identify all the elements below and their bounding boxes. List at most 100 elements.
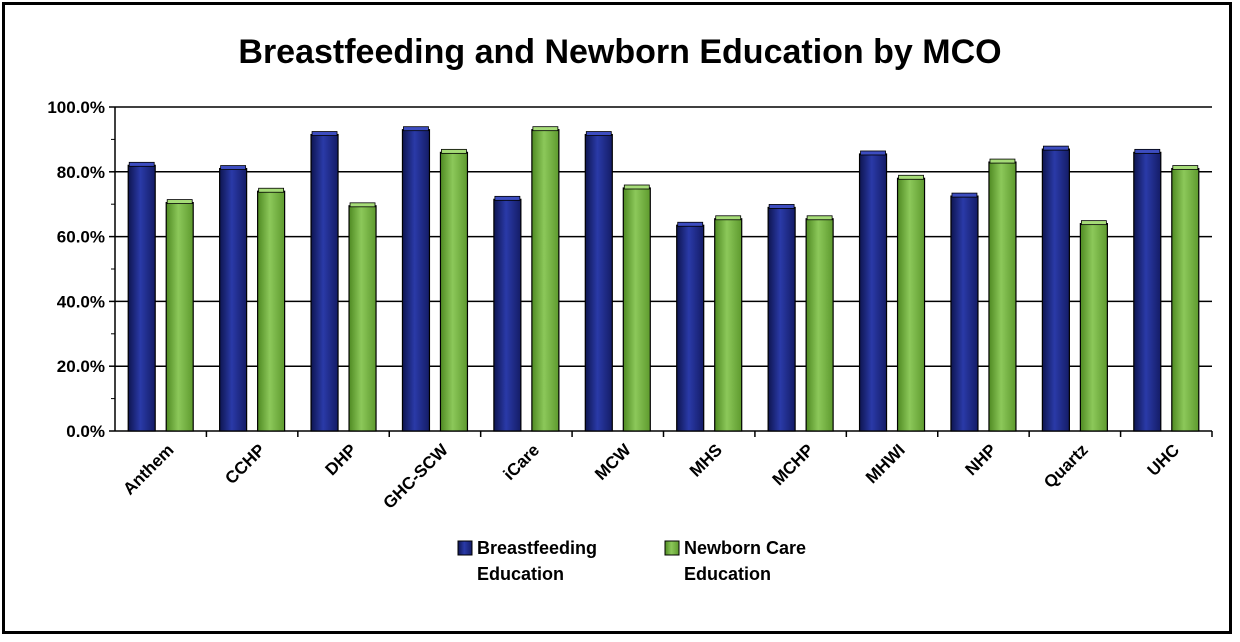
breastfeeding-education-bar: [858, 150, 888, 432]
y-tick-label: 100.0%: [47, 98, 105, 117]
newborn-care-education-bar: [257, 187, 286, 432]
x-category-label: CCHP: [221, 440, 268, 487]
newborn-care-education-bar: [805, 215, 834, 432]
legend-label-newborn-care-line2: Education: [684, 564, 771, 584]
breastfeeding-education-bar: [219, 165, 248, 432]
breastfeeding-education-bar-body: [767, 206, 796, 432]
newborn-care-education-bar-body: [1079, 223, 1108, 432]
gridlines: [115, 106, 1212, 367]
newborn-care-education-bar: [348, 202, 377, 432]
newborn-care-education-bar-body: [714, 218, 743, 432]
newborn-care-education-bar-body: [805, 218, 834, 432]
newborn-care-education-bar-cap: [258, 187, 285, 193]
x-category-label: MCHP: [769, 440, 818, 489]
newborn-care-education-bar-body: [531, 129, 560, 432]
newborn-care-education-bar-body: [1171, 167, 1200, 432]
newborn-care-education-bar-body: [988, 161, 1017, 432]
legend-label-breastfeeding-line1: Breastfeeding: [477, 538, 597, 558]
newborn-care-education-bar-body: [896, 177, 926, 432]
breastfeeding-education-bar: [401, 126, 431, 432]
newborn-care-education-bar-body: [165, 201, 194, 432]
breastfeeding-education-bar-body: [127, 164, 156, 432]
x-category-label: MHWI: [862, 440, 909, 487]
x-category-label: Quartz: [1040, 440, 1092, 492]
breastfeeding-education-bar-body: [401, 129, 431, 432]
x-category-label: iCare: [500, 440, 544, 484]
legend-label-breastfeeding-line2: Education: [477, 564, 564, 584]
newborn-care-education-bar: [165, 199, 194, 432]
newborn-care-education-bar-cap: [806, 215, 833, 221]
newborn-care-education-bar: [896, 174, 926, 432]
x-category-label: Anthem: [119, 440, 177, 498]
newborn-care-education-bar: [439, 148, 469, 432]
breastfeeding-education-bar-body: [1041, 148, 1070, 432]
y-tick-label: 40.0%: [57, 292, 105, 311]
newborn-care-education-bar-body: [439, 151, 469, 432]
y-tick-label: 0.0%: [66, 422, 105, 441]
x-category-label: DHP: [322, 440, 361, 479]
chart-title: Breastfeeding and Newborn Education by M…: [238, 33, 1001, 71]
breastfeeding-education-bar-cap: [585, 131, 612, 136]
x-category-label: MCW: [591, 440, 635, 484]
category-labels: Anthem CCHP DHP GHC-SCW iCare MCW MHS MCHP MHWI N…: [119, 440, 1183, 513]
breastfeeding-education-bar-cap: [677, 221, 704, 227]
legend-swatch-newborn-care: [664, 540, 680, 556]
newborn-care-education-bar-cap: [349, 202, 376, 208]
y-tick-label: 80.0%: [57, 163, 105, 182]
x-category-label: NHP: [961, 440, 1000, 479]
newborn-care-education-bar-cap: [1172, 165, 1199, 170]
breastfeeding-education-bar-cap: [768, 204, 795, 209]
breastfeeding-education-bar-body: [858, 153, 888, 432]
legend-swatch-breastfeeding: [457, 540, 473, 556]
breastfeeding-education-bar: [1041, 145, 1070, 432]
newborn-care-education-bar-cap: [623, 184, 650, 190]
breastfeeding-education-bar-cap: [403, 126, 429, 132]
newborn-care-education-bar: [531, 126, 560, 432]
y-tick-label: 60.0%: [57, 228, 105, 247]
breastfeeding-education-bar-body: [676, 224, 705, 432]
legend: Breastfeeding Education Newborn Care Edu…: [457, 538, 806, 584]
bars: [127, 126, 1200, 432]
breastfeeding-education-bar-body: [493, 198, 522, 432]
y-tick-label: 20.0%: [57, 357, 105, 376]
breastfeeding-education-bar-cap: [220, 165, 247, 170]
newborn-care-education-bar-cap: [898, 174, 924, 180]
breastfeeding-education-bar: [584, 131, 613, 432]
breastfeeding-education-bar-cap: [1134, 148, 1161, 154]
breastfeeding-education-bar: [676, 221, 705, 432]
newborn-care-education-bar-cap: [989, 158, 1016, 164]
newborn-care-education-bar: [1079, 220, 1108, 432]
newborn-care-education-bar: [622, 184, 651, 432]
breastfeeding-education-bar: [1133, 148, 1162, 432]
breastfeeding-education-bar-body: [310, 133, 339, 432]
x-category-label: GHC-SCW: [380, 440, 453, 513]
newborn-care-education-bar-cap: [166, 199, 193, 204]
newborn-care-education-bar: [988, 158, 1017, 432]
newborn-care-education-bar-cap: [1080, 220, 1107, 226]
breastfeeding-education-bar-body: [1133, 151, 1162, 432]
breastfeeding-education-bar-cap: [1042, 145, 1069, 151]
breastfeeding-education-bar-body: [219, 167, 248, 432]
newborn-care-education-bar-body: [348, 205, 377, 432]
breastfeeding-education-bar-cap: [311, 131, 338, 136]
newborn-care-education-bar: [714, 215, 743, 432]
newborn-care-education-bar-cap: [715, 215, 742, 221]
breastfeeding-education-bar: [127, 161, 156, 432]
breastfeeding-education-bar: [950, 192, 979, 432]
newborn-care-education-bar-cap: [532, 126, 559, 132]
newborn-care-education-bar-body: [257, 190, 286, 432]
newborn-care-education-bar-body: [622, 187, 651, 432]
breastfeeding-education-bar: [310, 131, 339, 432]
legend-label-newborn-care-line1: Newborn Care: [684, 538, 806, 558]
newborn-care-education-bar-cap: [441, 148, 467, 154]
x-category-label: UHC: [1144, 440, 1183, 479]
breastfeeding-education-bar: [493, 195, 522, 432]
breastfeeding-education-bar-body: [584, 133, 613, 432]
newborn-care-education-bar: [1171, 165, 1200, 432]
axes: 0.0% 20.0% 40.0% 60.0% 80.0% 100.0%: [47, 98, 1213, 441]
breastfeeding-education-bar-cap: [494, 195, 521, 201]
breastfeeding-education-bar: [767, 204, 796, 432]
breastfeeding-education-bar-cap: [128, 161, 155, 167]
breastfeeding-education-bar-cap: [860, 150, 886, 156]
